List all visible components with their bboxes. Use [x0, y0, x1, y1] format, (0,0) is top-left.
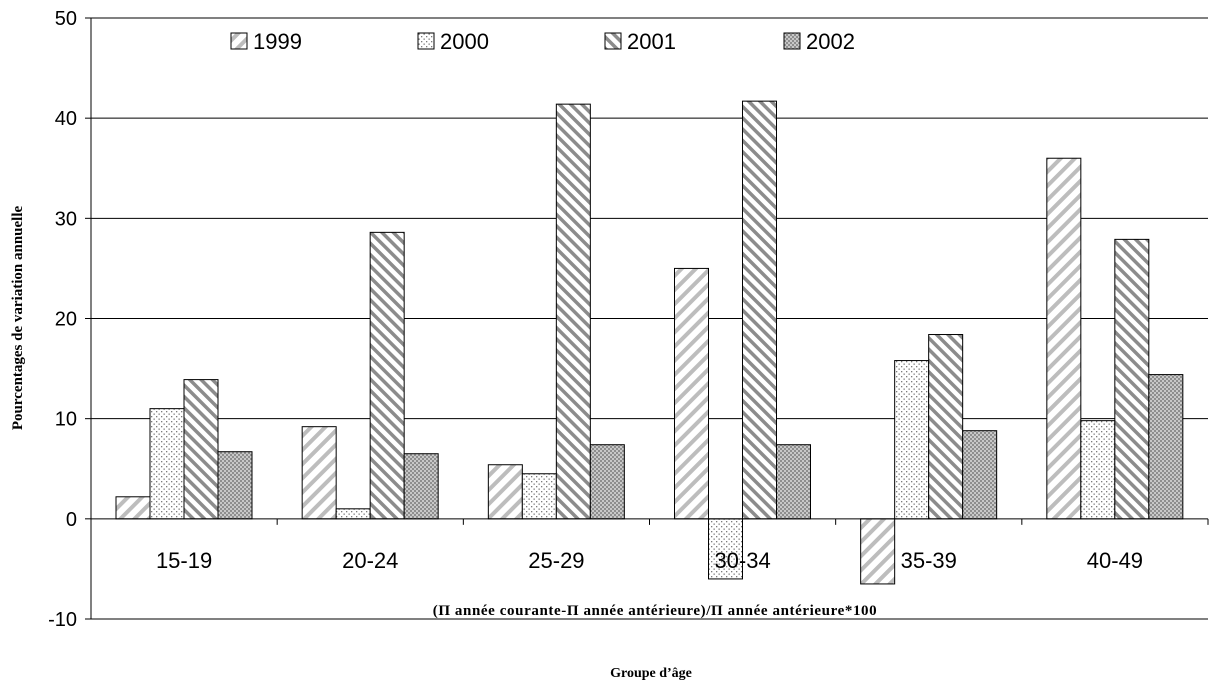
legend-label-2002: 2002 — [806, 29, 855, 54]
legend-label-2000: 2000 — [440, 29, 489, 54]
bar-2002-30-34 — [776, 444, 811, 520]
bar-2000-25-29 — [521, 473, 557, 520]
bar-2000-30-34 — [708, 518, 743, 580]
legend-swatch-2000 — [417, 32, 435, 50]
y-tick-label-2: 10 — [55, 409, 77, 431]
y-tick-label-4: 30 — [55, 208, 77, 230]
x-category-label-1: 20-24 — [342, 548, 398, 573]
bar-2000-35-39 — [894, 360, 930, 520]
bar-1999-15-19 — [115, 496, 151, 520]
bar-2002-20-24 — [403, 453, 439, 520]
legend-label-1999: 1999 — [253, 29, 302, 54]
y-tick-label-1: 0 — [66, 509, 77, 531]
bar-2001-40-49 — [1114, 238, 1150, 520]
bar-1999-40-49 — [1046, 157, 1082, 520]
legend-swatch-1999 — [230, 32, 248, 50]
legend-swatch-2002 — [783, 32, 801, 50]
legend-label-2001: 2001 — [627, 29, 676, 54]
bar-1999-30-34 — [674, 267, 709, 520]
y-tick-label-5: 40 — [55, 108, 77, 130]
y-tick-label-3: 20 — [55, 309, 77, 331]
y-tick-label-0: -10 — [48, 609, 77, 631]
x-category-labels: 15-19 20-24 25-29 30-34 35-39 40-49 — [156, 548, 1143, 573]
bar-2002-15-19 — [217, 451, 253, 520]
bar-1999-20-24 — [301, 426, 337, 520]
bar-2002-25-29 — [589, 444, 625, 520]
bars — [115, 100, 1184, 585]
x-category-label-4: 35-39 — [901, 548, 957, 573]
y-tick-labels: -10 0 10 20 30 40 50 — [48, 8, 91, 631]
bar-2001-15-19 — [183, 379, 219, 520]
legend: 1999 2000 2001 2002 — [230, 29, 855, 54]
bar-2000-20-24 — [335, 508, 371, 520]
bar-1999-25-29 — [487, 464, 523, 520]
bar-2000-40-49 — [1080, 420, 1116, 520]
x-category-label-3: 30-34 — [714, 548, 770, 573]
bar-2002-40-49 — [1148, 374, 1184, 520]
bar-2001-20-24 — [369, 231, 405, 520]
bar-1999-35-39 — [860, 518, 896, 585]
x-category-label-5: 40-49 — [1087, 548, 1143, 573]
gridlines — [91, 17, 1208, 620]
bar-2001-30-34 — [742, 100, 777, 520]
bar-2000-15-19 — [149, 408, 185, 520]
x-axis-label: Groupe d’âge — [610, 666, 692, 681]
formula-annotation: (Π année courante-Π année antérieure)/Π … — [433, 603, 878, 619]
bar-2002-35-39 — [962, 430, 998, 520]
bar-2001-25-29 — [555, 103, 591, 520]
y-tick-label-6: 50 — [55, 8, 77, 30]
x-category-label-0: 15-19 — [156, 548, 212, 573]
legend-swatch-2001 — [604, 32, 622, 50]
bar-2001-35-39 — [928, 334, 964, 520]
x-category-label-2: 25-29 — [528, 548, 584, 573]
y-axis-label: Pourcentages de variation annuelle — [10, 206, 26, 431]
